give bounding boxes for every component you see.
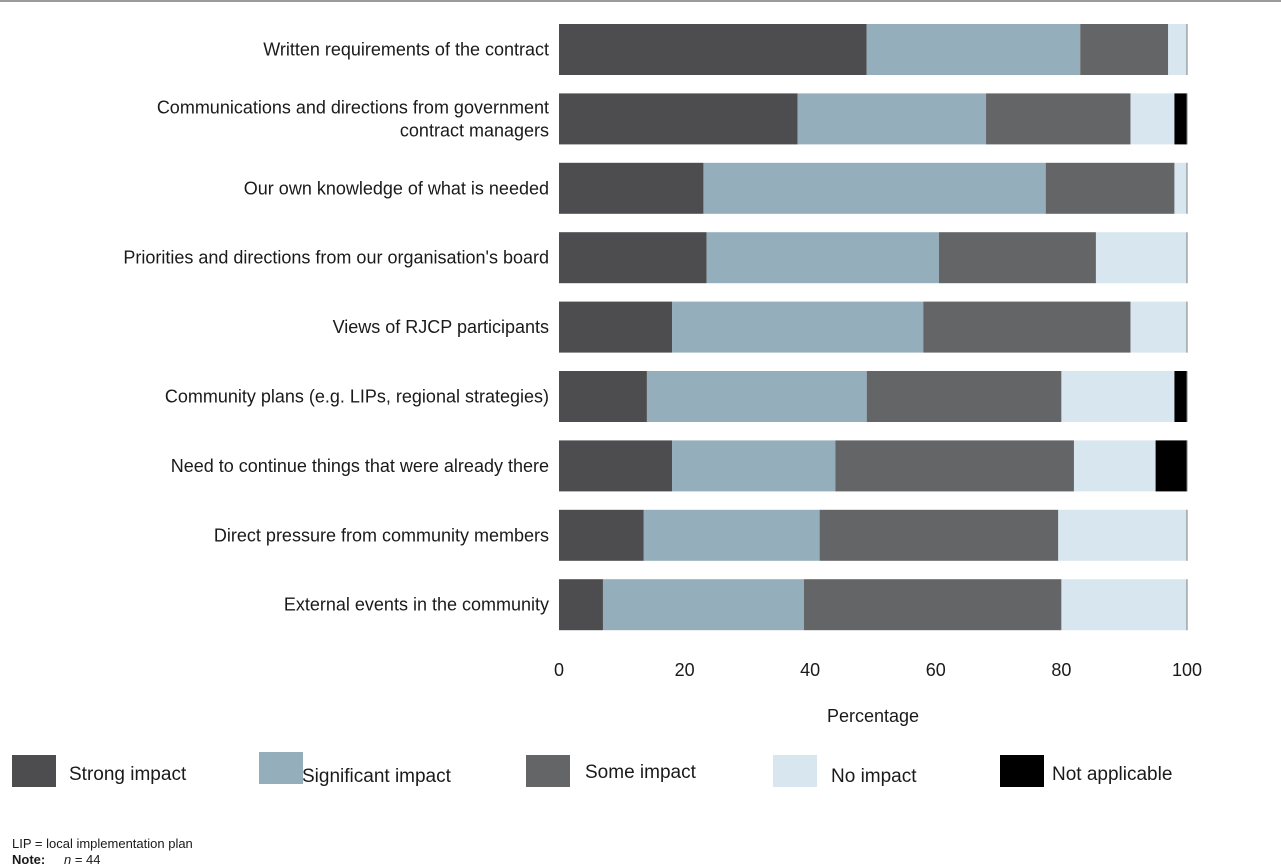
- bar-segment-significant-impact-row-8: [643, 509, 820, 561]
- bar-segment-strong-impact-row-2: [559, 93, 798, 145]
- bar-segment-strong-impact-row-6: [559, 371, 647, 422]
- legend-label-strong-impact: Strong impact: [69, 764, 187, 785]
- bar-segment-some-impact-row-3: [1045, 162, 1175, 214]
- bar-segment-no-impact-row-7: [1073, 440, 1156, 492]
- category-label-7: Need to continue things that were alread…: [171, 456, 549, 476]
- category-label-3: Our own knowledge of what is needed: [244, 178, 549, 198]
- bar-segment-significant-impact-row-5: [672, 301, 924, 353]
- bar-segment-some-impact-row-6: [866, 371, 1062, 422]
- legend-swatch-no-impact: [773, 755, 817, 787]
- legend-label-some-impact: Some impact: [585, 762, 696, 783]
- bar-segment-some-impact-row-8: [819, 509, 1059, 561]
- x-tick-label-60: 60: [926, 660, 946, 680]
- category-label-8: Direct pressure from community members: [214, 525, 549, 545]
- bar-segment-strong-impact-row-7: [559, 440, 673, 492]
- bar-segment-some-impact-row-4: [938, 232, 1096, 284]
- x-tick-label-40: 40: [800, 660, 820, 680]
- bar-segment-significant-impact-row-6: [646, 371, 867, 422]
- category-label-5: Views of RJCP participants: [333, 317, 549, 337]
- bar-segment-significant-impact-row-4: [706, 232, 939, 284]
- bar-segment-significant-impact-row-7: [672, 440, 836, 492]
- x-axis-title: Percentage: [827, 706, 919, 726]
- bar-segment-strong-impact-row-1: [559, 24, 867, 75]
- category-label-line: Need to continue things that were alread…: [171, 456, 549, 476]
- x-tick-label-20: 20: [675, 660, 695, 680]
- bar-segment-no-impact-row-5: [1130, 301, 1187, 353]
- note-variable: n: [64, 852, 72, 867]
- bar-segment-no-impact-row-1: [1168, 24, 1187, 75]
- bar-segment-some-impact-row-1: [1080, 24, 1169, 75]
- legend: Strong impact Significant impact Some impa…: [0, 752, 1281, 799]
- bar-segment-no-impact-row-8: [1058, 509, 1187, 561]
- category-label-line: Written requirements of the contract: [263, 40, 549, 60]
- bar-segment-no-impact-row-3: [1174, 162, 1187, 214]
- bar-segment-no-impact-row-6: [1061, 371, 1175, 422]
- bar-segment-strong-impact-row-9: [559, 579, 603, 631]
- category-label-line: Direct pressure from community members: [214, 525, 549, 545]
- category-label-line: Communications and directions from gover…: [157, 97, 549, 117]
- bar-segment-strong-impact-row-8: [559, 509, 644, 561]
- x-tick-label-100: 100: [1172, 660, 1202, 680]
- note-value: = 44: [71, 852, 101, 867]
- legend-label-not-applicable: Not applicable: [1052, 764, 1173, 785]
- bar-segment-some-impact-row-2: [986, 93, 1131, 145]
- footnote-note: Note: n = 44: [12, 852, 101, 867]
- category-label-2: Communications and directions from gover…: [157, 97, 549, 140]
- footnote-abbreviation: LIP = local implementation plan: [12, 836, 193, 851]
- bar-segment-some-impact-row-7: [835, 440, 1074, 492]
- bar-segment-not-applicable-row-6: [1174, 371, 1187, 422]
- bar-segment-not-applicable-row-2: [1174, 93, 1187, 145]
- stacked-bar-chart: Written requirements of the contract Comm…: [0, 0, 1281, 726]
- category-label-line: Priorities and directions from our organ…: [123, 248, 549, 268]
- category-label-line: Views of RJCP participants: [333, 317, 549, 337]
- x-tick-label-80: 80: [1051, 660, 1071, 680]
- bar-segment-some-impact-row-9: [803, 579, 1062, 631]
- x-tick-label-0: 0: [554, 660, 564, 680]
- legend-swatch-significant-impact: [259, 752, 303, 784]
- bar-segment-significant-impact-row-3: [703, 162, 1046, 214]
- category-label-6: Community plans (e.g. LIPs, regional str…: [165, 387, 549, 407]
- bar-segment-some-impact-row-5: [923, 301, 1131, 353]
- category-label-4: Priorities and directions from our organ…: [123, 248, 549, 268]
- legend-swatch-strong-impact: [12, 755, 56, 787]
- category-labels: Written requirements of the contract Comm…: [123, 40, 549, 615]
- note-key: Note:: [12, 852, 46, 867]
- bar-segment-strong-impact-row-4: [559, 232, 707, 284]
- category-label-line: contract managers: [400, 120, 549, 140]
- bar-segment-strong-impact-row-3: [559, 162, 704, 214]
- category-label-line: External events in the community: [284, 595, 549, 615]
- bar-segment-strong-impact-row-5: [559, 301, 673, 353]
- category-label-line: Our own knowledge of what is needed: [244, 178, 549, 198]
- legend-label-significant-impact: Significant impact: [302, 766, 451, 787]
- category-label-1: Written requirements of the contract: [263, 40, 549, 60]
- bar-segment-no-impact-row-9: [1061, 579, 1187, 631]
- bar-segment-not-applicable-row-7: [1155, 440, 1187, 492]
- legend-swatch-some-impact: [526, 755, 570, 787]
- bar-segment-no-impact-row-2: [1130, 93, 1175, 145]
- bar-segment-significant-impact-row-1: [866, 24, 1081, 75]
- category-label-line: Community plans (e.g. LIPs, regional str…: [165, 387, 549, 407]
- bar-segment-significant-impact-row-2: [797, 93, 987, 145]
- bar-segment-significant-impact-row-9: [602, 579, 804, 631]
- bars-group: [559, 24, 1188, 631]
- legend-swatch-not-applicable: [1000, 755, 1044, 787]
- x-axis-ticks: 0 20 40 60 80 100: [554, 660, 1202, 680]
- bar-segment-no-impact-row-4: [1095, 232, 1187, 284]
- category-label-9: External events in the community: [284, 595, 549, 615]
- legend-label-no-impact: No impact: [831, 766, 917, 787]
